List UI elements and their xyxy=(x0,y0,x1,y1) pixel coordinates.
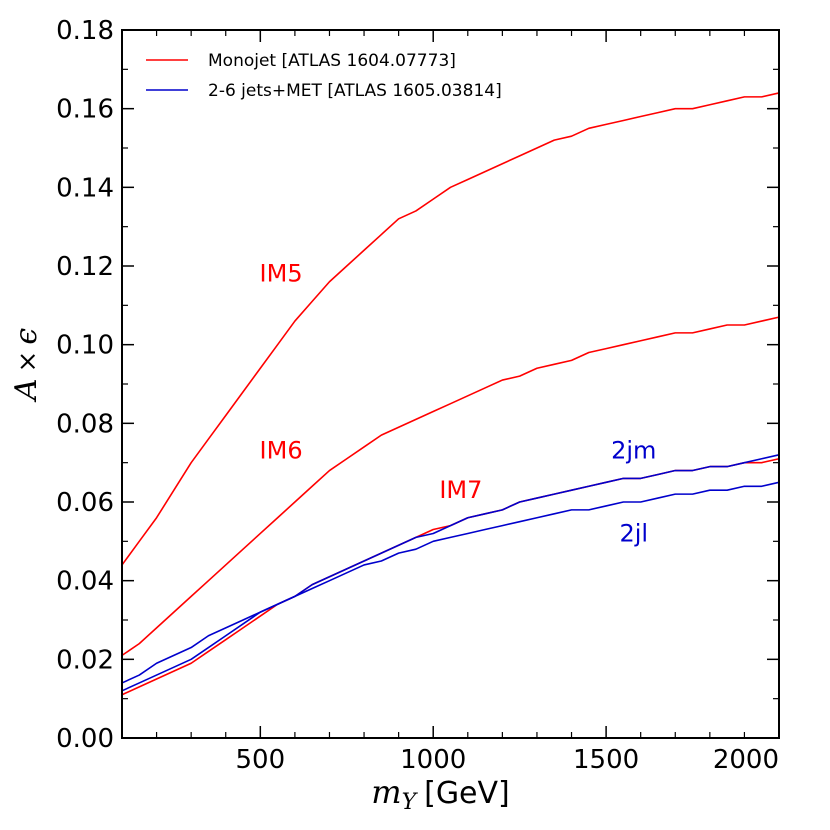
y-tick-label: 0.06 xyxy=(56,488,114,518)
plot-frame xyxy=(121,29,780,739)
y-axis-label-var1: A xyxy=(9,378,44,403)
ticks-layer: 0.00 0.02 0.04 0.06 0.08 0.10 0.12 0.14 0.16 0.18… xyxy=(56,16,780,775)
series-line-2jm xyxy=(121,454,780,692)
x-tick-label: 2000 xyxy=(713,745,779,775)
annotation-2jl: 2jl xyxy=(619,519,648,547)
y-tick-label: 0.12 xyxy=(56,252,114,282)
annotation-im5: IM5 xyxy=(260,260,303,288)
y-tick-label: 0.14 xyxy=(56,173,114,203)
legend-label: 2-6 jets+MET [ATLAS 1605.03814] xyxy=(208,81,502,101)
y-tick-label: 0.16 xyxy=(56,95,114,125)
annotation-2jm: 2jm xyxy=(611,437,656,465)
series-layer xyxy=(121,92,780,696)
x-axis-label-unit: [GeV] xyxy=(424,776,510,811)
x-axis-label: mY [GeV] xyxy=(371,773,510,815)
legend-label: Monojet [ATLAS 1604.07773] xyxy=(208,51,456,71)
legend: Monojet [ATLAS 1604.07773] 2-6 jets+MET [… xyxy=(146,51,502,101)
y-axis-label-var2: ϵ xyxy=(9,328,44,345)
series-line-2jl xyxy=(121,481,780,684)
y-axis-label-times: × xyxy=(13,351,43,373)
y-tick-label: 0.02 xyxy=(56,645,114,675)
annotation-im7: IM7 xyxy=(439,476,482,504)
y-axis-label: A × ϵ xyxy=(9,328,44,403)
y-tick-label: 0.04 xyxy=(56,567,114,597)
y-tick-label: 0.10 xyxy=(56,331,114,361)
x-axis-label-sub: Y xyxy=(402,790,419,815)
y-tick-label: 0.08 xyxy=(56,409,114,439)
series-line-im5 xyxy=(121,92,780,566)
y-tick-label: 0.00 xyxy=(56,724,114,754)
x-tick-label: 1000 xyxy=(400,745,466,775)
series-line-im6 xyxy=(121,316,780,657)
annotation-layer: IM5 IM6 IM7 2jm 2jl xyxy=(260,260,657,548)
y-tick-label: 0.18 xyxy=(56,16,114,46)
x-tick-label: 500 xyxy=(235,745,285,775)
annotation-im6: IM6 xyxy=(260,437,303,465)
x-tick-label: 1500 xyxy=(573,745,639,775)
x-axis-label-var: m xyxy=(371,773,401,811)
